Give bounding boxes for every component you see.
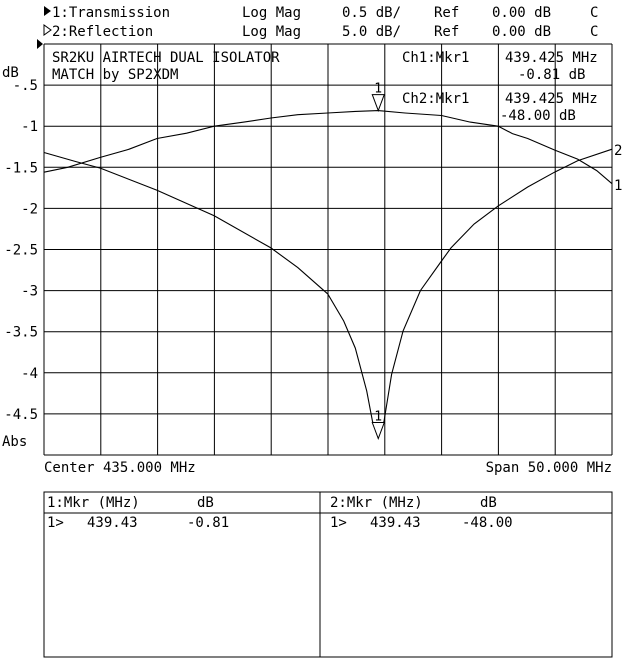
- y-axis-format: Abs: [2, 434, 27, 450]
- title-line-1: SR2KU AIRTECH DUAL ISOLATOR: [52, 50, 280, 66]
- ch1-marker-label: Ch1:Mkr1: [402, 50, 469, 66]
- ch1-marker-freq: 439.425 MHz: [505, 50, 598, 66]
- title-line-2: MATCH by SP2XDM: [52, 67, 178, 83]
- table2-row-value: -48.00: [462, 515, 513, 531]
- marker-triangle-icon: [371, 422, 385, 440]
- reference-position-arrow-icon: [37, 39, 43, 49]
- ch2-marker-freq: 439.425 MHz: [505, 91, 598, 107]
- table1-row-freq: 439.43: [87, 515, 138, 531]
- ch2-flag: C: [590, 24, 598, 40]
- y-tick-label: -3: [21, 284, 38, 300]
- table2-header-freq: 2:Mkr (MHz): [330, 495, 423, 511]
- y-tick-label: -4.5: [4, 407, 38, 423]
- table1-header-value: dB: [197, 495, 214, 511]
- ch2-format: Log Mag: [242, 24, 301, 40]
- active-channel-arrow-icon: [44, 6, 51, 16]
- markers: 11: [371, 82, 385, 440]
- marker-number-label: 1: [374, 82, 382, 97]
- table2-header-value: dB: [480, 495, 497, 511]
- ch2-scale: 5.0 dB/: [342, 24, 401, 40]
- ch2-marker-label: Ch2:Mkr1: [402, 91, 469, 107]
- ch2-ref: 0.00 dB: [492, 24, 551, 40]
- ch1-marker-value: -0.81 dB: [518, 67, 585, 83]
- ch2-ref-label: Ref: [434, 24, 459, 40]
- y-tick-label: -2: [21, 201, 38, 217]
- table1-row-id: 1>: [47, 515, 64, 531]
- ch1-label: 1:Transmission: [52, 5, 170, 21]
- marker-number-label: 1: [374, 410, 382, 425]
- center-frequency: Center 435.000 MHz: [44, 460, 196, 476]
- marker-triangle-icon: [371, 94, 385, 113]
- y-tick-label: -1: [21, 119, 38, 135]
- ch1-ref-label: Ref: [434, 5, 459, 21]
- table2-row-id: 1>: [330, 515, 347, 531]
- ch1-scale: 0.5 dB/: [342, 5, 401, 21]
- y-tick-labels: -.5 -1 -1.5 -2 -2.5 -3 -3.5 -4 -4.5: [4, 78, 38, 423]
- ch2-marker-value: -48.00 dB: [500, 108, 576, 124]
- y-tick-label: -2.5: [4, 243, 38, 259]
- table1-row-value: -0.81: [187, 515, 229, 531]
- inactive-channel-arrow-icon: [43, 24, 52, 36]
- y-axis-unit: dB: [2, 65, 19, 81]
- marker-table: 1:Mkr (MHz) dB 1> 439.43 -0.81 2:Mkr (MH…: [43, 491, 613, 658]
- y-tick-label: -.5: [13, 78, 38, 94]
- trace-1-label: 1: [614, 178, 622, 194]
- span: Span 50.000 MHz: [486, 460, 612, 476]
- trace-transmission: [43, 110, 613, 185]
- trace-2-label: 2: [614, 143, 622, 159]
- table1-header-freq: 1:Mkr (MHz): [47, 495, 140, 511]
- y-tick-label: -1.5: [4, 160, 38, 176]
- channel-header: 1:Transmission Log Mag 0.5 dB/ Ref 0.00 …: [43, 5, 598, 40]
- ch1-format: Log Mag: [242, 5, 301, 21]
- ch2-label: 2:Reflection: [52, 24, 153, 40]
- ch1-ref: 0.00 dB: [492, 5, 551, 21]
- y-tick-label: -4: [21, 366, 38, 382]
- table2-row-freq: 439.43: [370, 515, 421, 531]
- ch1-flag: C: [590, 5, 598, 21]
- y-tick-label: -3.5: [4, 325, 38, 341]
